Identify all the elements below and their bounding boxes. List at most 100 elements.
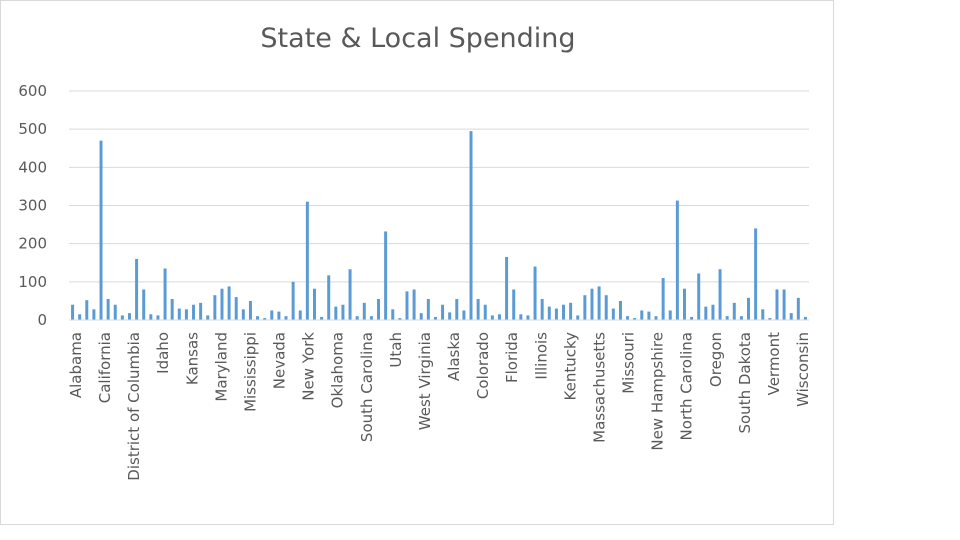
y-tick-label: 200 bbox=[18, 235, 47, 253]
bar bbox=[505, 257, 509, 320]
bar bbox=[739, 316, 743, 320]
x-tick-label: New York bbox=[300, 332, 318, 401]
x-tick-label: Alabama bbox=[67, 332, 85, 398]
bar bbox=[661, 278, 665, 320]
bar bbox=[441, 304, 445, 320]
bar bbox=[597, 286, 601, 320]
bar bbox=[377, 299, 381, 320]
bar bbox=[405, 291, 409, 321]
bar bbox=[284, 316, 288, 320]
bar bbox=[135, 258, 139, 320]
bar bbox=[419, 313, 423, 320]
bar bbox=[355, 316, 359, 320]
bar bbox=[170, 299, 174, 320]
x-tick-label: Massachusetts bbox=[590, 332, 608, 443]
y-tick-label: 400 bbox=[18, 158, 47, 176]
bar bbox=[690, 316, 694, 320]
x-tick-label: District of Columbia bbox=[125, 332, 143, 481]
bar bbox=[248, 300, 252, 320]
bar bbox=[455, 299, 459, 320]
bar bbox=[348, 269, 352, 320]
bar bbox=[697, 273, 701, 320]
x-tick-label: Maryland bbox=[212, 332, 230, 402]
x-tick-label: Kentucky bbox=[561, 332, 579, 401]
bar bbox=[576, 315, 580, 320]
bar bbox=[590, 288, 594, 320]
bar bbox=[490, 315, 494, 320]
bar bbox=[554, 308, 558, 320]
bar bbox=[99, 140, 103, 320]
bar bbox=[426, 299, 430, 320]
bar bbox=[512, 289, 516, 320]
bar bbox=[433, 316, 437, 320]
bar bbox=[626, 316, 630, 320]
x-tick-label: Colorado bbox=[474, 332, 492, 399]
bar bbox=[747, 297, 751, 320]
x-tick-label: West Virginia bbox=[416, 332, 434, 430]
bar bbox=[263, 318, 267, 320]
bar bbox=[234, 297, 238, 320]
bar bbox=[569, 302, 573, 320]
x-tick-label: Idaho bbox=[154, 332, 172, 374]
bar bbox=[305, 201, 309, 320]
bar bbox=[782, 289, 786, 320]
y-tick-label: 100 bbox=[18, 273, 47, 291]
bar bbox=[803, 316, 807, 320]
bar bbox=[775, 289, 779, 320]
bar bbox=[682, 288, 686, 320]
bar bbox=[227, 286, 231, 320]
bar bbox=[163, 268, 167, 320]
bar bbox=[369, 316, 373, 320]
bar bbox=[113, 304, 117, 320]
x-tick-label: Vermont bbox=[765, 332, 783, 396]
bar bbox=[654, 316, 658, 320]
bar bbox=[291, 281, 295, 320]
bar bbox=[78, 314, 82, 320]
bar bbox=[725, 316, 729, 320]
x-tick-label: Illinois bbox=[532, 332, 550, 380]
bar bbox=[298, 310, 302, 320]
bar bbox=[761, 309, 765, 320]
y-tick-label: 300 bbox=[18, 197, 47, 215]
y-tick-label: 0 bbox=[37, 311, 47, 329]
x-tick-label: Alaska bbox=[445, 332, 463, 381]
bar bbox=[647, 311, 651, 320]
x-tick-label: Oregon bbox=[707, 332, 725, 387]
bar bbox=[398, 318, 402, 320]
x-tick-label: Utah bbox=[387, 332, 405, 368]
x-tick-label: Nevada bbox=[271, 332, 289, 389]
bar bbox=[320, 316, 324, 320]
bar bbox=[85, 300, 89, 320]
bar bbox=[796, 297, 800, 320]
bar bbox=[391, 309, 395, 320]
x-tick-label: Missouri bbox=[620, 332, 638, 394]
bar bbox=[611, 308, 615, 320]
bar bbox=[156, 315, 160, 320]
bars bbox=[71, 131, 807, 321]
bar bbox=[526, 315, 530, 320]
x-tick-label: Wisconsin bbox=[794, 332, 812, 407]
bar bbox=[476, 299, 480, 320]
bar bbox=[448, 312, 452, 320]
bar bbox=[540, 299, 544, 320]
y-tick-label: 600 bbox=[18, 82, 47, 100]
bar bbox=[483, 304, 487, 320]
bar bbox=[533, 266, 537, 320]
x-axis-tick-labels: Alabama California District of Columbia Ida… bbox=[67, 332, 812, 481]
bar bbox=[362, 302, 366, 320]
bar bbox=[341, 304, 345, 320]
bar bbox=[241, 309, 245, 320]
bar bbox=[768, 318, 772, 320]
bar bbox=[583, 295, 587, 320]
bar bbox=[519, 314, 523, 320]
bar bbox=[213, 295, 217, 320]
bar bbox=[184, 309, 188, 320]
bar bbox=[711, 304, 715, 320]
x-tick-label: Florida bbox=[503, 332, 521, 383]
bar bbox=[106, 299, 110, 320]
bar bbox=[334, 306, 338, 320]
x-tick-label: Oklahoma bbox=[329, 332, 347, 408]
bar bbox=[206, 315, 210, 320]
gridlines bbox=[69, 90, 809, 283]
bar bbox=[384, 231, 388, 320]
